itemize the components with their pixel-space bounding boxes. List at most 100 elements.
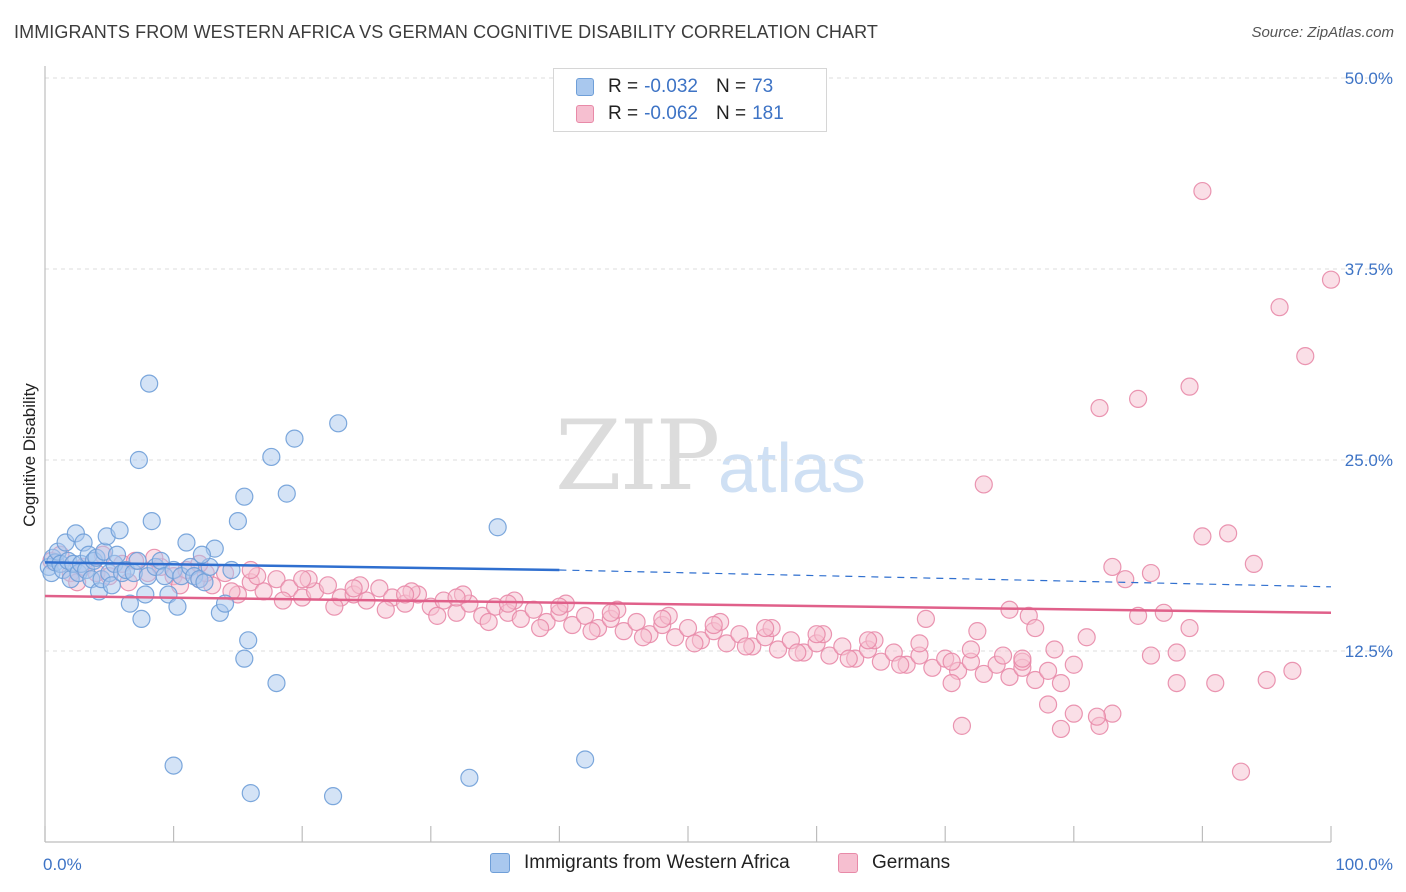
legend-swatch-germans <box>576 105 594 123</box>
data-point <box>235 649 254 668</box>
data-point <box>129 450 148 470</box>
data-point <box>1244 554 1263 574</box>
data-point <box>241 560 260 580</box>
bottom-legend-label: Immigrants from Western Africa <box>524 852 790 873</box>
legend-r-label: R = <box>608 103 639 124</box>
data-point <box>285 429 304 448</box>
data-point <box>1180 377 1199 396</box>
data-point <box>293 570 312 589</box>
data-point <box>1051 673 1071 693</box>
data-point <box>1038 661 1058 680</box>
data-point <box>961 640 981 659</box>
data-point <box>195 573 214 592</box>
legend-row-germans: R = -0.062 N = 181 <box>576 101 784 127</box>
data-point <box>1128 606 1148 625</box>
data-point <box>1257 670 1276 690</box>
data-point <box>1193 527 1212 546</box>
data-point <box>267 673 286 693</box>
data-point <box>1103 704 1122 723</box>
trend-lines <box>44 561 1332 615</box>
data-point <box>164 756 183 775</box>
data-point <box>140 374 159 393</box>
data-point <box>807 625 826 644</box>
legend-row-western-africa: R = -0.032 N = 73 <box>576 74 773 100</box>
data-point <box>788 643 807 662</box>
data-point <box>325 597 344 616</box>
data-point <box>1206 673 1225 693</box>
data-point <box>498 594 518 613</box>
data-point <box>910 634 929 653</box>
data-point <box>1283 661 1302 680</box>
data-point <box>192 545 211 564</box>
data-point <box>277 484 296 503</box>
data-point <box>110 521 129 540</box>
trend-line-germans <box>44 594 1332 615</box>
data-point <box>1231 762 1251 781</box>
data-point <box>820 646 839 665</box>
data-point <box>633 628 653 647</box>
data-point <box>1064 655 1083 674</box>
watermark-zip: ZIP <box>555 400 720 512</box>
data-point <box>254 582 273 601</box>
y-axis-label: Cognitive Disability <box>20 383 39 527</box>
data-point <box>1026 618 1045 638</box>
data-point <box>1038 695 1058 714</box>
data-point <box>168 597 187 616</box>
tick-labels: 12.5% 25.0% 37.5% 50.0% 0.0% 100.0% Cognitive … <box>20 69 1393 874</box>
data-point <box>974 664 993 684</box>
y-tick-label: 50.0% <box>1345 69 1393 88</box>
data-point <box>1103 557 1122 577</box>
bottom-legend-swatch-western-africa <box>490 853 510 873</box>
data-point <box>323 787 343 806</box>
data-point <box>576 606 595 625</box>
data-point <box>1013 649 1032 668</box>
data-point <box>736 637 755 656</box>
source-label: Source: ZipAtlas.com <box>1251 24 1394 41</box>
data-point <box>563 615 582 635</box>
data-point <box>1051 719 1071 739</box>
data-point <box>1064 704 1083 723</box>
data-point <box>993 646 1013 665</box>
watermark-atlas: atlas <box>718 429 866 507</box>
data-point <box>479 612 498 632</box>
x-tick-label: 0.0% <box>43 855 82 874</box>
data-point <box>550 597 569 616</box>
data-point <box>704 615 723 635</box>
data-point <box>839 649 858 668</box>
data-point <box>262 447 281 467</box>
data-point <box>460 768 479 787</box>
axes <box>44 66 1332 843</box>
y-tick-label: 12.5% <box>1345 642 1393 661</box>
data-point <box>142 512 161 531</box>
data-point <box>1180 618 1199 638</box>
bottom-legend-germans: Germans <box>838 852 950 874</box>
data-point <box>524 600 543 619</box>
data-point <box>717 634 736 653</box>
data-point <box>344 579 363 598</box>
data-point <box>128 551 147 570</box>
data-point <box>447 588 466 607</box>
data-point <box>1116 570 1135 589</box>
data-point <box>653 609 672 629</box>
trend-line-western-africa <box>44 561 560 572</box>
data-point <box>1000 667 1019 687</box>
data-point <box>614 622 633 641</box>
data-point <box>1270 298 1289 317</box>
data-point <box>627 612 646 632</box>
data-point <box>1193 181 1212 201</box>
data-point <box>1090 398 1109 418</box>
data-point <box>428 606 447 625</box>
bottom-legend-western-africa: Immigrants from Western Africa <box>490 852 790 874</box>
data-point <box>273 591 293 610</box>
data-point <box>756 618 775 638</box>
data-point <box>235 487 254 506</box>
data-point <box>1128 389 1148 408</box>
data-point <box>1219 524 1238 543</box>
y-tick-label: 37.5% <box>1345 260 1393 279</box>
data-point <box>942 673 961 693</box>
data-point <box>1141 646 1161 665</box>
data-point <box>511 609 530 629</box>
data-point <box>395 585 415 604</box>
legend-n-value: 73 <box>752 76 774 97</box>
